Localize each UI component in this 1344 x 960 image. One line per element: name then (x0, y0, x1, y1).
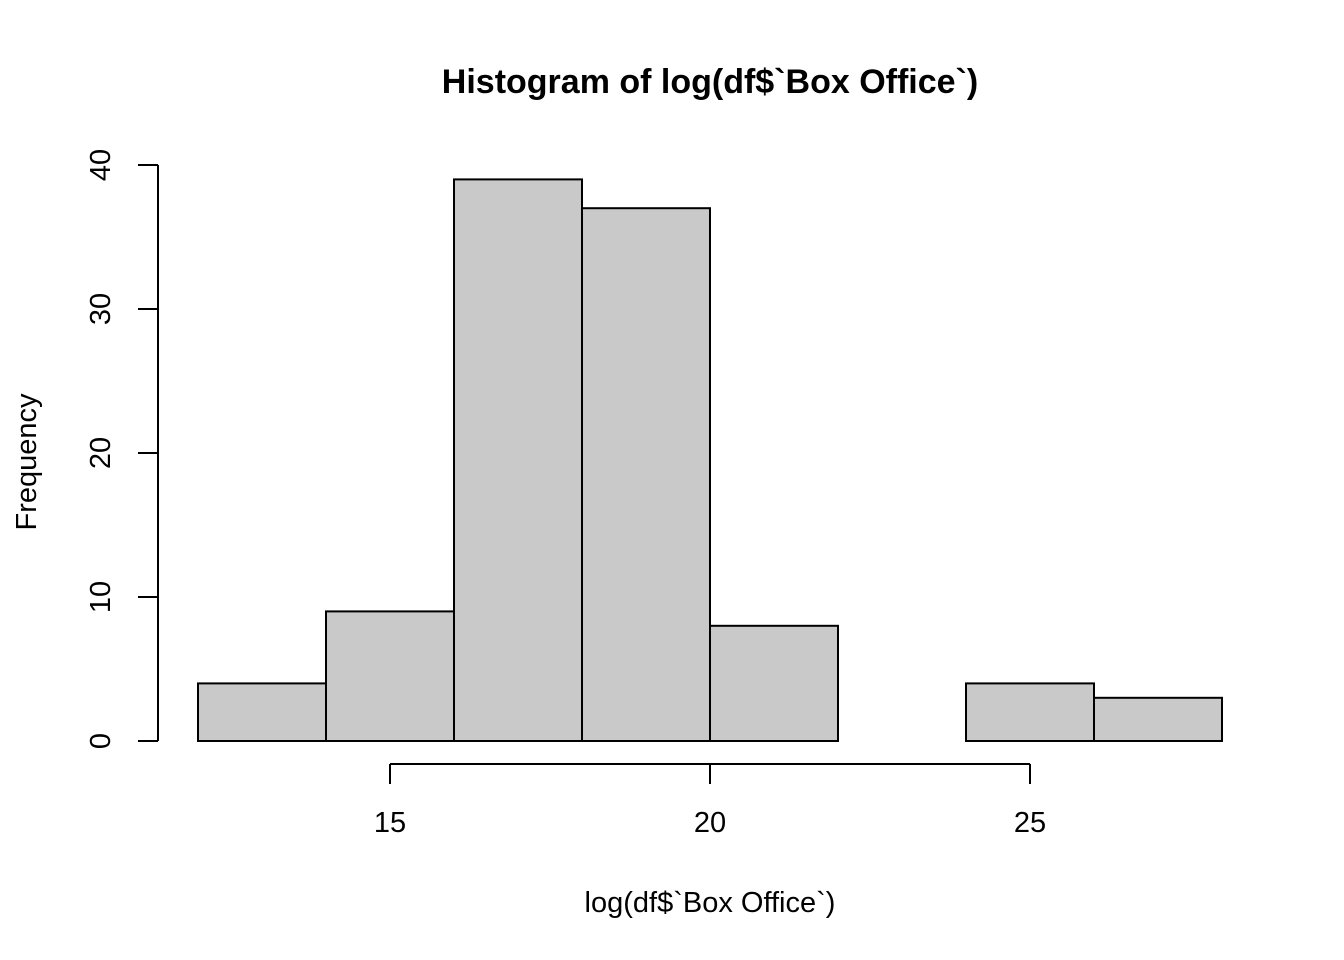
x-tick-label-25: 25 (1014, 807, 1046, 839)
y-tick-label-30: 30 (85, 293, 117, 325)
y-tick-label-40: 40 (85, 149, 117, 181)
y-tick-label-0: 0 (85, 733, 117, 749)
x-axis-label: log(df$`Box Office`) (585, 887, 836, 919)
x-axis: 15 20 25 (374, 763, 1046, 839)
y-tick-label-10: 10 (85, 581, 117, 613)
histogram-bar-1 (325, 610, 455, 743)
histogram-bar-2 (453, 178, 583, 742)
histogram-bar-4 (709, 624, 839, 742)
histogram-bar-7 (1093, 696, 1223, 742)
x-tick-label-15: 15 (374, 807, 406, 839)
y-axis-label: Frequency (11, 393, 43, 531)
y-axis: 0 10 20 30 40 (85, 149, 159, 749)
chart-title: Histogram of log(df$`Box Office`) (442, 63, 978, 101)
histogram-bar-6 (965, 682, 1095, 743)
bars-group (197, 178, 1223, 743)
histogram-bar-0 (197, 682, 327, 743)
y-tick-label-20: 20 (85, 437, 117, 469)
x-tick-label-20: 20 (694, 807, 726, 839)
histogram-bar-3 (581, 207, 711, 742)
